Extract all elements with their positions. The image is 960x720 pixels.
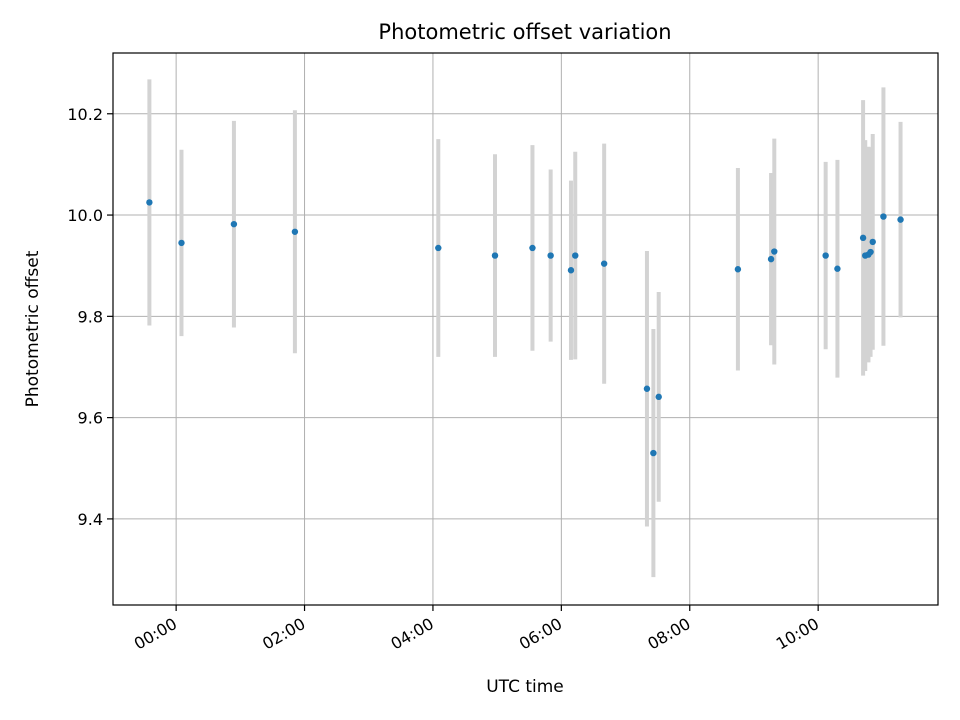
data-point	[178, 239, 185, 247]
data-point	[230, 220, 238, 228]
x-axis-label: UTC time	[486, 677, 564, 697]
data-point	[547, 252, 554, 259]
data-point	[771, 248, 778, 255]
data-points	[146, 199, 904, 457]
y-tick-label: 10.0	[67, 206, 103, 225]
data-point	[572, 252, 579, 259]
data-point	[834, 265, 841, 272]
data-point	[867, 248, 874, 256]
chart-title: Photometric offset variation	[378, 20, 671, 44]
data-point	[734, 266, 742, 273]
y-tick-label: 10.2	[67, 105, 103, 124]
data-point	[643, 385, 651, 392]
data-point	[767, 255, 775, 263]
data-point	[600, 260, 608, 267]
y-axis-label: Photometric offset	[23, 250, 43, 407]
data-point	[655, 393, 662, 401]
y-tick-label: 9.6	[78, 409, 103, 428]
data-point	[435, 244, 442, 252]
data-point	[869, 238, 876, 246]
data-point	[567, 267, 575, 274]
data-point	[880, 213, 887, 220]
data-point	[822, 252, 829, 259]
y-tick-label: 9.4	[78, 510, 103, 529]
data-point	[491, 252, 499, 259]
grid	[113, 53, 938, 605]
data-point	[650, 449, 657, 457]
plot-frame	[112, 52, 939, 606]
data-point	[291, 228, 299, 235]
y-tick-label: 9.8	[78, 307, 103, 326]
data-point	[146, 199, 153, 206]
data-point	[529, 244, 536, 252]
data-point	[897, 216, 904, 223]
data-point	[859, 234, 867, 242]
